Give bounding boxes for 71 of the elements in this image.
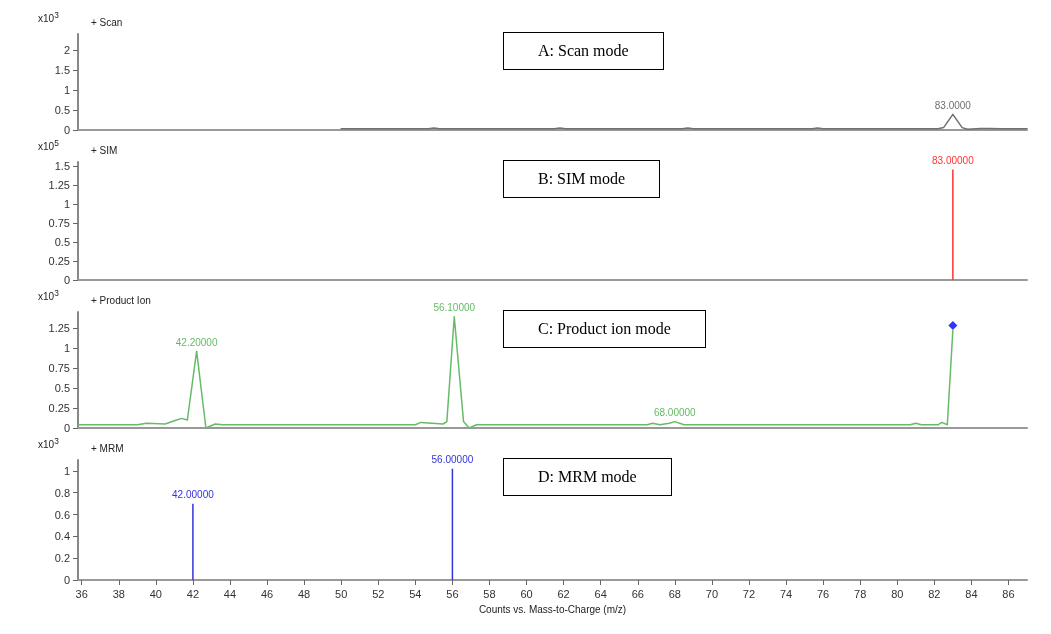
x-tick-label: 50 bbox=[335, 587, 348, 600]
y-tick-label: 0.8 bbox=[54, 486, 70, 499]
y-tick-label: 0.75 bbox=[48, 362, 70, 374]
x-tick-label: 86 bbox=[1002, 587, 1015, 600]
x-tick-label: 36 bbox=[75, 587, 88, 600]
y-axis-title: x10$^{3}$ bbox=[38, 288, 59, 303]
y-tick-label: 0.5 bbox=[54, 382, 70, 394]
x-tick-label: 54 bbox=[409, 587, 422, 600]
annotation: D: MRM mode bbox=[503, 458, 672, 496]
x-tick-label: 74 bbox=[779, 587, 793, 600]
annotation: 56.00000 bbox=[431, 454, 474, 466]
y-tick-label: 1 bbox=[63, 197, 70, 210]
chart-title: + SIM bbox=[91, 144, 118, 156]
x-axis-title: Counts vs. Mass-to-Charge (m/z) bbox=[478, 603, 627, 615]
x-tick-label: 60 bbox=[520, 587, 533, 600]
y-tick-label: 1 bbox=[63, 84, 70, 96]
annotation: C: Product ion mode bbox=[503, 310, 706, 348]
y-tick-label: 0.25 bbox=[48, 254, 70, 267]
y-tick-label: 0.5 bbox=[54, 104, 70, 116]
y-tick-label: 1 bbox=[63, 342, 70, 354]
x-tick-label: 46 bbox=[260, 587, 274, 600]
y-tick-label: 1.25 bbox=[48, 178, 70, 191]
y-tick-label: 1.5 bbox=[54, 64, 70, 76]
annotation: 42.00000 bbox=[172, 489, 215, 501]
y-tick-label: 0.4 bbox=[54, 530, 70, 543]
y-tick-label: 0 bbox=[63, 574, 70, 586]
annotation: 56.10000 bbox=[433, 302, 476, 314]
y-tick-label: 0 bbox=[63, 274, 70, 286]
x-tick-label: 68 bbox=[668, 587, 681, 600]
x-tick-label: 78 bbox=[854, 587, 867, 600]
x-tick-label: 58 bbox=[483, 587, 496, 600]
y-tick-label: 0.25 bbox=[48, 402, 70, 414]
annotation: 68.00000 bbox=[653, 407, 697, 419]
x-tick-label: 56 bbox=[446, 587, 459, 600]
x-tick-label: 44 bbox=[223, 587, 237, 600]
chart-title: + Scan bbox=[91, 16, 123, 28]
y-tick-label: 0 bbox=[63, 422, 70, 434]
chart-title: + Product Ion bbox=[91, 294, 151, 306]
y-tick-label: 1 bbox=[63, 464, 70, 477]
annotation: 42.20000 bbox=[175, 336, 218, 348]
x-tick-label: 70 bbox=[705, 587, 719, 600]
y-tick-label: 1.25 bbox=[48, 322, 70, 334]
x-tick-label: 80 bbox=[891, 587, 904, 600]
x-tick-label: 48 bbox=[298, 587, 311, 600]
y-tick-label: 0 bbox=[63, 124, 70, 136]
y-tick-label: 0.6 bbox=[54, 508, 70, 521]
y-tick-label: 0.5 bbox=[54, 235, 70, 248]
x-tick-label: 66 bbox=[631, 587, 644, 600]
annotation: 83.00000 bbox=[932, 155, 975, 167]
y-tick-label: 2 bbox=[63, 44, 70, 56]
x-tick-label: 76 bbox=[816, 587, 830, 600]
x-tick-label: 42 bbox=[186, 587, 200, 600]
chart-title: + MRM bbox=[91, 442, 124, 454]
x-tick-label: 52 bbox=[372, 587, 385, 600]
y-axis-title: x10$^{3}$ bbox=[38, 10, 59, 25]
x-tick-label: 38 bbox=[112, 587, 125, 600]
line-series bbox=[340, 113, 1028, 130]
y-tick-label: 1.5 bbox=[54, 159, 70, 172]
x-tick-label: 40 bbox=[149, 587, 162, 600]
x-tick-label: 82 bbox=[928, 587, 941, 600]
x-tick-label: 62 bbox=[557, 587, 570, 600]
y-tick-label: 0.75 bbox=[48, 216, 70, 229]
y-tick-label: 0.2 bbox=[54, 552, 70, 565]
annotation: 83.0000 bbox=[934, 99, 972, 111]
annotation: B: SIM mode bbox=[503, 160, 661, 198]
x-tick-label: 64 bbox=[594, 587, 607, 600]
x-tick-label: 72 bbox=[742, 587, 756, 600]
x-tick-label: 84 bbox=[965, 587, 978, 600]
annotation: A: Scan mode bbox=[503, 32, 664, 70]
y-axis-title: x10$^{3}$ bbox=[38, 436, 59, 451]
y-axis-title: x10$^{5}$ bbox=[38, 138, 59, 153]
